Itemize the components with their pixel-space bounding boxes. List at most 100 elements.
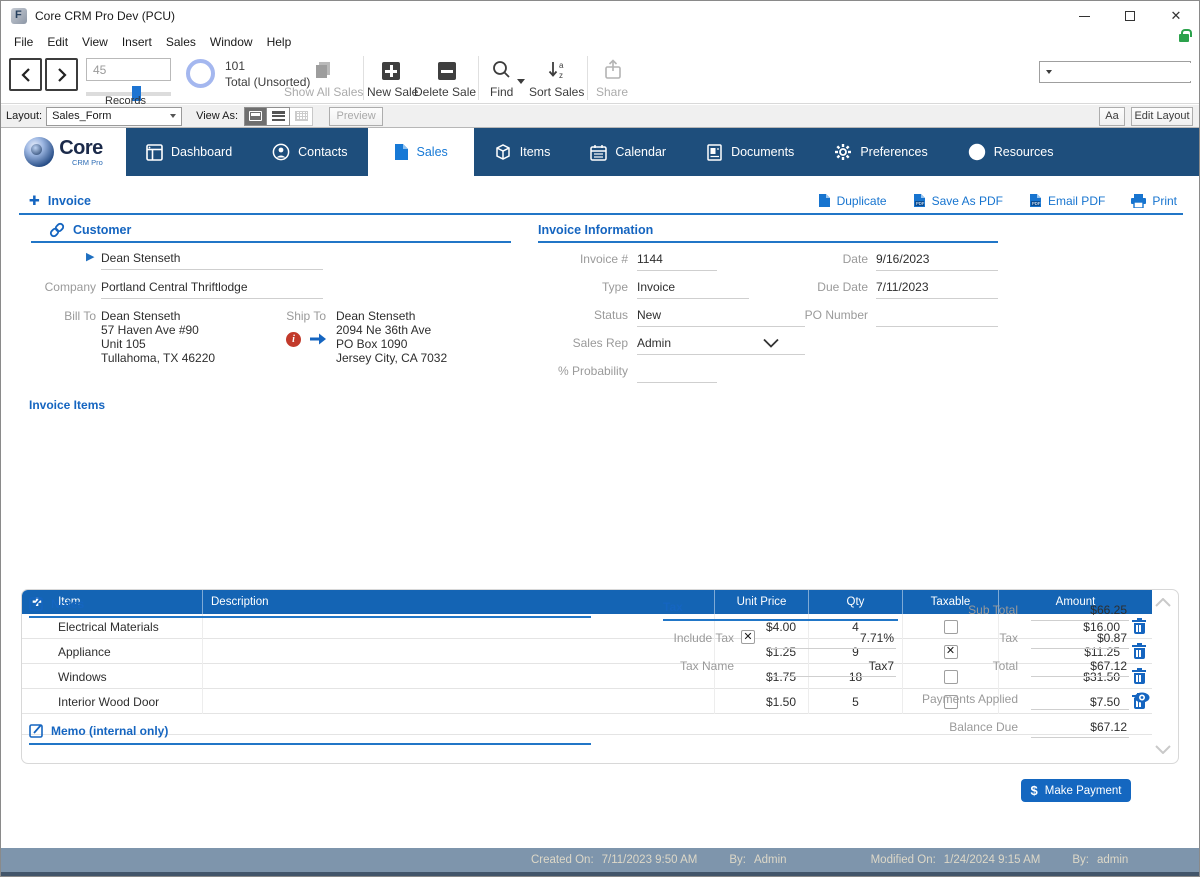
search-scope-caret[interactable]	[1046, 70, 1052, 74]
tab-dashboard[interactable]: Dashboard	[126, 128, 252, 176]
find-dropdown-caret[interactable]	[517, 79, 525, 84]
tab-label: Contacts	[298, 145, 347, 159]
modified-by-label: By:	[1072, 854, 1089, 866]
status-field[interactable]: New	[637, 308, 661, 322]
delete-sale-button[interactable]: Delete Sale	[414, 85, 476, 99]
sales-icon	[394, 143, 409, 161]
view-list-button[interactable]	[267, 107, 290, 126]
dollar-icon: $	[1031, 783, 1038, 798]
email-pdf-button[interactable]: PDF Email PDF	[1029, 193, 1105, 208]
invoice-number-field[interactable]: 1144	[637, 252, 663, 266]
maximize-button[interactable]	[1107, 1, 1153, 31]
svg-text:a: a	[559, 61, 564, 70]
toolbar-separator	[587, 56, 588, 100]
find-button[interactable]: Find	[490, 85, 513, 99]
qty-field[interactable]: 5	[852, 695, 859, 709]
include-tax-checkbox[interactable]: ✕	[741, 630, 755, 644]
tab-preferences[interactable]: Preferences	[814, 128, 947, 176]
duplicate-button[interactable]: Duplicate	[818, 193, 887, 208]
field-underline	[1031, 737, 1129, 738]
tab-documents[interactable]: Documents	[686, 128, 814, 176]
created-by-value: Admin	[754, 854, 787, 866]
due-date-field[interactable]: 7/11/2023	[876, 280, 929, 294]
eye-icon[interactable]	[1134, 692, 1150, 703]
menu-insert[interactable]: Insert	[115, 35, 159, 49]
sub-total-value: $66.25	[1031, 603, 1127, 617]
taxable-checkbox[interactable]: ✕	[944, 645, 958, 659]
tab-contacts[interactable]: Contacts	[252, 128, 367, 176]
memo-field[interactable]	[29, 745, 591, 805]
save-as-pdf-button[interactable]: PDF Save As PDF	[913, 193, 1003, 208]
tab-sales[interactable]: Sales	[368, 128, 474, 176]
company-field[interactable]: Portland Central Thriftlodge	[101, 280, 248, 294]
brand-name: Core	[59, 138, 103, 158]
expand-customer-icon[interactable]: ▶	[86, 250, 94, 263]
customer-section-title: Customer	[73, 223, 131, 237]
main-navigation: Core CRM Pro Dashboard Contacts Sales	[1, 128, 1199, 176]
invoice-items-section-title: Invoice Items	[29, 398, 105, 412]
qty-field[interactable]: 9	[852, 645, 859, 659]
arrow-right-icon[interactable]	[309, 332, 327, 346]
tax-name-field[interactable]: Tax7	[769, 659, 894, 673]
maximize-icon	[1125, 11, 1135, 21]
scroll-up-icon[interactable]	[1155, 598, 1171, 607]
sales-rep-select[interactable]: Admin	[637, 336, 671, 350]
link-icon	[49, 222, 65, 238]
delete-row-icon[interactable]	[1132, 669, 1146, 685]
tab-label: Calendar	[615, 145, 666, 159]
menu-edit[interactable]: Edit	[40, 35, 75, 49]
scroll-down-icon[interactable]	[1155, 745, 1171, 754]
notes-field[interactable]	[29, 618, 591, 718]
date-field[interactable]: 9/16/2023	[876, 252, 929, 266]
unit-price-field[interactable]: $1.25	[766, 645, 796, 659]
edit-memo-icon[interactable]	[29, 723, 44, 738]
tax-rate-field[interactable]: 7.71%	[769, 631, 894, 645]
make-payment-button[interactable]: $ Make Payment	[1021, 779, 1131, 802]
preview-button[interactable]: Preview	[329, 107, 383, 126]
view-table-button[interactable]	[290, 107, 313, 126]
section-divider	[19, 213, 1183, 215]
formatting-bar-button[interactable]: Aa	[1099, 107, 1125, 126]
layout-select[interactable]: Sales_Form	[46, 107, 182, 126]
menu-sales[interactable]: Sales	[159, 35, 203, 49]
menu-view[interactable]: View	[75, 35, 115, 49]
customer-name-field[interactable]: Dean Stenseth	[101, 251, 180, 265]
tab-items[interactable]: Items	[474, 128, 571, 176]
menu-file[interactable]: File	[7, 35, 40, 49]
share-button[interactable]: Share	[596, 85, 628, 99]
edit-layout-button[interactable]: Edit Layout	[1131, 107, 1193, 126]
delete-row-icon[interactable]	[1132, 644, 1146, 660]
unit-price-field[interactable]: $1.50	[766, 695, 796, 709]
view-form-button[interactable]	[244, 107, 267, 126]
next-record-button[interactable]	[45, 58, 78, 91]
quick-search-input[interactable]	[1056, 63, 1200, 81]
tab-resources[interactable]: Resources	[948, 128, 1074, 176]
bill-to-label: Bill To	[31, 309, 96, 323]
chevron-right-icon	[56, 68, 68, 82]
sort-sales-button[interactable]: Sort Sales	[529, 85, 584, 99]
close-button[interactable]: ✕	[1153, 1, 1199, 31]
print-button[interactable]: Print	[1131, 193, 1177, 208]
record-number-field[interactable]	[86, 58, 171, 81]
type-field[interactable]: Invoice	[637, 280, 675, 294]
total-value: $67.12	[1031, 659, 1127, 673]
show-all-sales-button[interactable]: Show All Sales	[284, 85, 363, 99]
new-sale-button[interactable]: New Sale	[367, 85, 418, 99]
tab-calendar[interactable]: Calendar	[570, 128, 686, 176]
ship-to-line: Jersey City, CA 7032	[336, 351, 447, 365]
invoice-number-label: Invoice #	[521, 252, 628, 266]
delete-row-icon[interactable]	[1132, 619, 1146, 635]
edit-notes-icon[interactable]	[29, 596, 44, 611]
title-bar: Core CRM Pro Dev (PCU) ✕	[1, 1, 1199, 31]
chevron-down-icon[interactable]	[763, 338, 779, 348]
due-date-label: Due Date	[761, 280, 868, 294]
menu-window[interactable]: Window	[203, 35, 260, 49]
menu-help[interactable]: Help	[260, 35, 299, 49]
date-label: Date	[761, 252, 868, 266]
previous-record-button[interactable]	[9, 58, 42, 91]
status-label: Status	[521, 308, 628, 322]
minimize-button[interactable]	[1061, 1, 1107, 31]
window-title: Core CRM Pro Dev (PCU)	[35, 9, 175, 23]
info-icon[interactable]: i	[286, 332, 301, 347]
add-invoice-icon[interactable]: ✚	[29, 193, 40, 209]
